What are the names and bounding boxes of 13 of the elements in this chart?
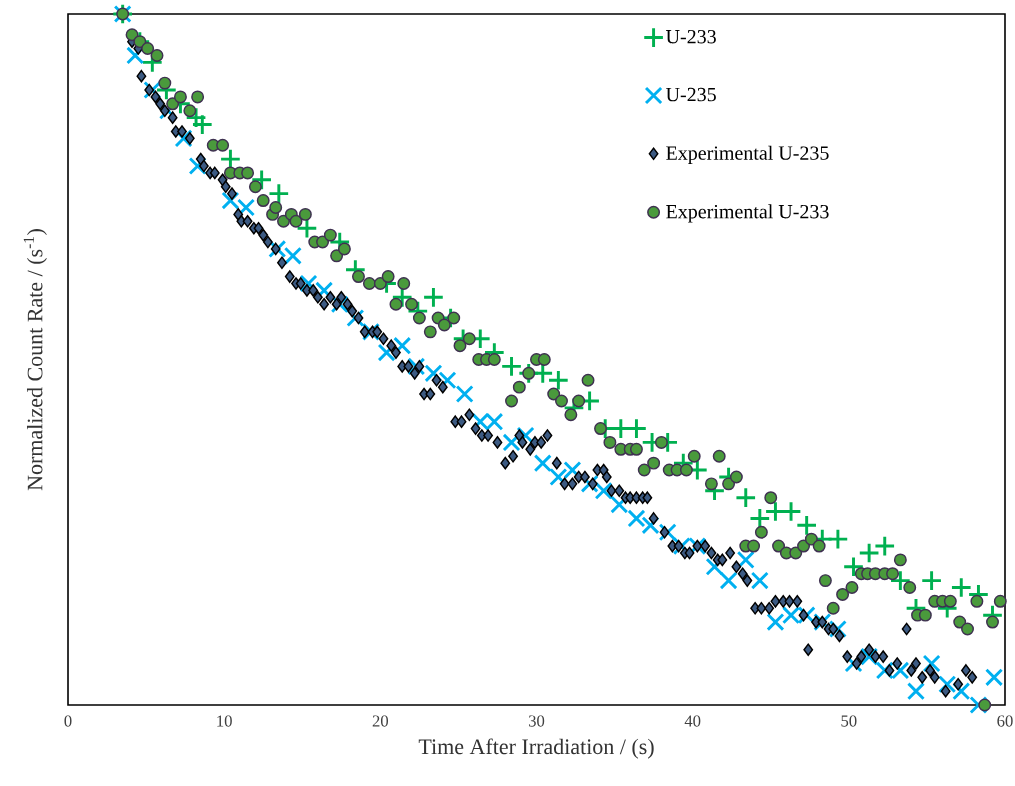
x-tick-label: 20 xyxy=(372,715,389,727)
x-tick-label: 40 xyxy=(684,715,701,727)
legend-label: U-235 xyxy=(665,87,716,102)
x-tick-label: 50 xyxy=(841,715,857,727)
x-tick-label: 60 xyxy=(997,715,1013,727)
y-axis-title: Normalized Count Rate / (s$^{-1}$) xyxy=(23,229,47,491)
x-axis-title: Time After Irradiation / (s) xyxy=(418,738,654,759)
x-tick-label: 30 xyxy=(528,715,545,727)
x-tick-label: 0 xyxy=(64,715,72,727)
x-tick-label: 10 xyxy=(217,715,232,727)
legend-label: Experimental U-235 xyxy=(666,145,829,164)
legend-label: U-233 xyxy=(665,29,716,44)
legend-label: Experimental U-233 xyxy=(666,204,829,223)
